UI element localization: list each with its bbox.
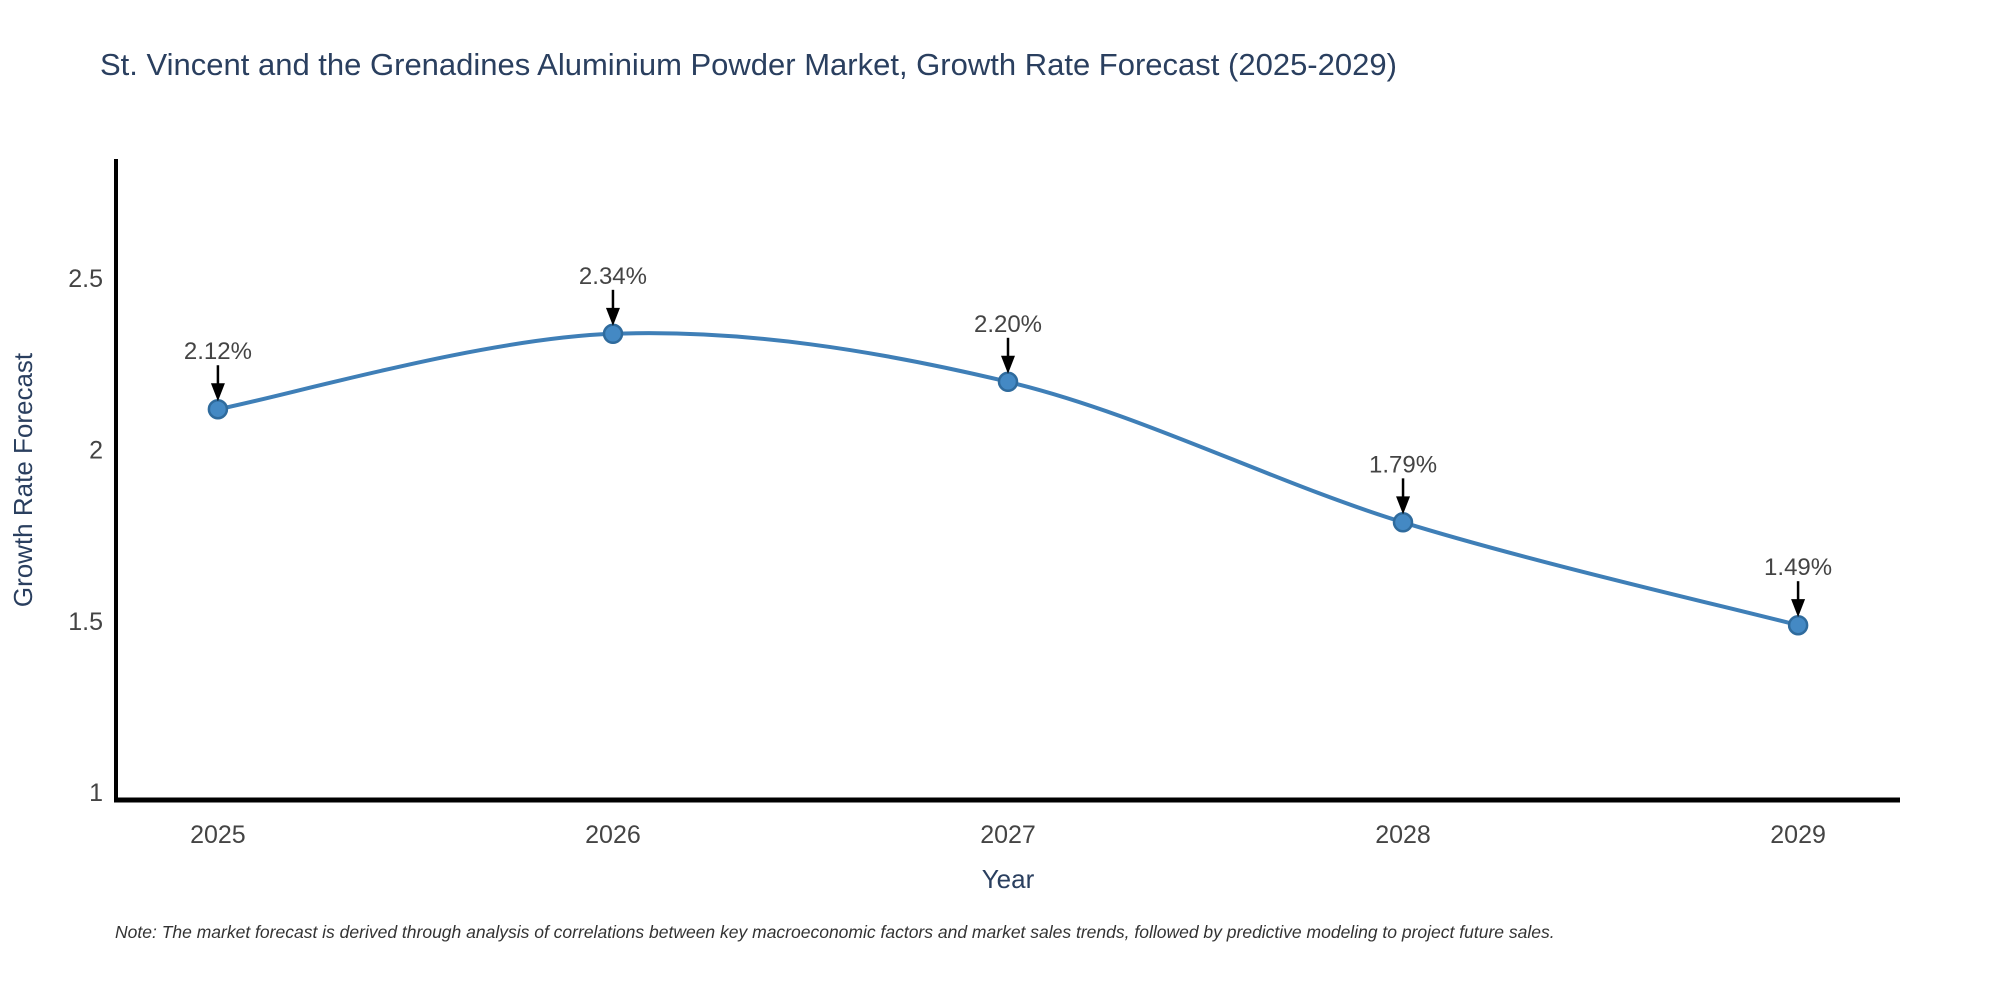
chart-title: St. Vincent and the Grenadines Aluminium… [100, 47, 1397, 82]
annotation-arrow-head [605, 307, 620, 326]
data-point-marker [207, 398, 229, 420]
y-tick-label: 2.5 [68, 265, 103, 293]
data-point-marker [602, 323, 624, 345]
annotations-layer: 2.12% 2.34% 2.20% 1.79% 1.49% [184, 263, 1832, 618]
y-tick-label: 2 [89, 436, 103, 464]
point-value-label: 2.20% [974, 311, 1042, 338]
x-tick-label: 2029 [1770, 821, 1826, 849]
footnote: Note: The market forecast is derived thr… [115, 922, 1555, 942]
y-tick-label: 1.5 [68, 608, 103, 636]
data-point-marker [1392, 512, 1414, 533]
point-value-label: 2.12% [184, 338, 252, 365]
x-tick-label: 2025 [190, 821, 246, 849]
y-axis-title: Growth Rate Forecast [8, 352, 38, 607]
x-tick-label: 2026 [585, 821, 641, 849]
x-tick-labels: 2025 2026 2027 2028 2029 [190, 821, 1826, 849]
annotation-arrow-head [1001, 355, 1015, 374]
x-tick-label: 2027 [980, 821, 1036, 849]
x-axis-title: Year [982, 864, 1035, 894]
y-tick-labels: 1 1.5 2 2.5 [68, 265, 103, 807]
data-point-marker [1787, 614, 1809, 636]
series-layer [207, 323, 1809, 636]
annotation-arrow-head [210, 383, 225, 402]
point-value-label: 2.34% [579, 263, 647, 290]
point-value-label: 1.79% [1369, 451, 1437, 478]
annotation-arrow-head [1791, 599, 1806, 618]
x-tick-label: 2028 [1375, 821, 1431, 849]
annotation-arrow-head [1396, 496, 1411, 515]
data-point-marker [997, 371, 1019, 393]
point-value-label: 1.49% [1764, 554, 1832, 581]
axes-layer [114, 159, 1900, 803]
y-tick-label: 1 [89, 779, 103, 807]
